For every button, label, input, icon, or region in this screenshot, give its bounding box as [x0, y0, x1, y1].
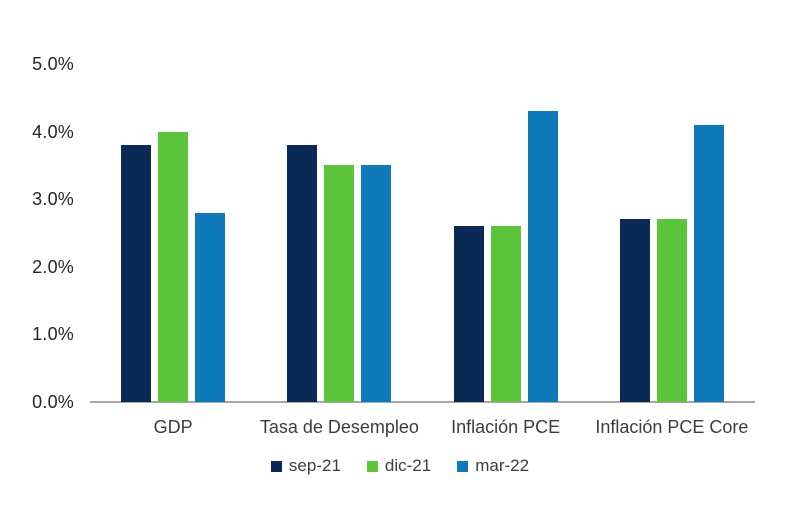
legend-label: dic-21 — [384, 456, 432, 475]
legend-item-mar-22: mar-22 — [457, 456, 529, 476]
y-tick-label: 1.0% — [32, 324, 74, 345]
y-tick-label: 4.0% — [32, 121, 74, 142]
bar-dic-21-inflaci-n-pce-core — [656, 219, 687, 402]
bar-mar-22-inflaci-n-pce — [527, 111, 558, 402]
x-axis-line — [90, 401, 755, 403]
legend-label: sep-21 — [288, 456, 341, 475]
bar-mar-22-tasa-de-desempleo — [361, 165, 392, 402]
legend: sep-21 dic-21 mar-22 — [0, 456, 800, 476]
legend-label: mar-22 — [475, 456, 530, 475]
legend-swatch-icon — [270, 460, 282, 472]
category-label: Inflación PCE — [451, 417, 561, 437]
bar-mar-22-gdp — [195, 212, 226, 402]
y-tick-label: 0.0% — [32, 392, 74, 412]
y-tick-label: 2.0% — [32, 256, 74, 277]
y-tick-label: 3.0% — [32, 189, 74, 210]
bar-dic-21-inflaci-n-pce — [490, 226, 521, 402]
legend-item-dic-21: dic-21 — [366, 456, 432, 476]
bar-mar-22-inflaci-n-pce-core — [693, 124, 724, 402]
legend-item-sep-21: sep-21 — [270, 456, 341, 476]
bar-sep-21-tasa-de-desempleo — [287, 145, 318, 402]
bar-dic-21-tasa-de-desempleo — [324, 165, 355, 402]
bar-sep-21-gdp — [121, 145, 152, 402]
y-tick-label: 5.0% — [32, 54, 74, 74]
category-label: Inflación PCE Core — [595, 417, 749, 437]
bar-sep-21-inflaci-n-pce-core — [619, 219, 650, 402]
category-label: GDP — [153, 417, 193, 437]
legend-swatch-icon — [366, 460, 378, 472]
category-label: Tasa de Desempleo — [259, 417, 419, 437]
bar-sep-21-inflaci-n-pce — [453, 226, 484, 402]
legend-swatch-icon — [457, 460, 469, 472]
bar-dic-21-gdp — [158, 131, 189, 402]
